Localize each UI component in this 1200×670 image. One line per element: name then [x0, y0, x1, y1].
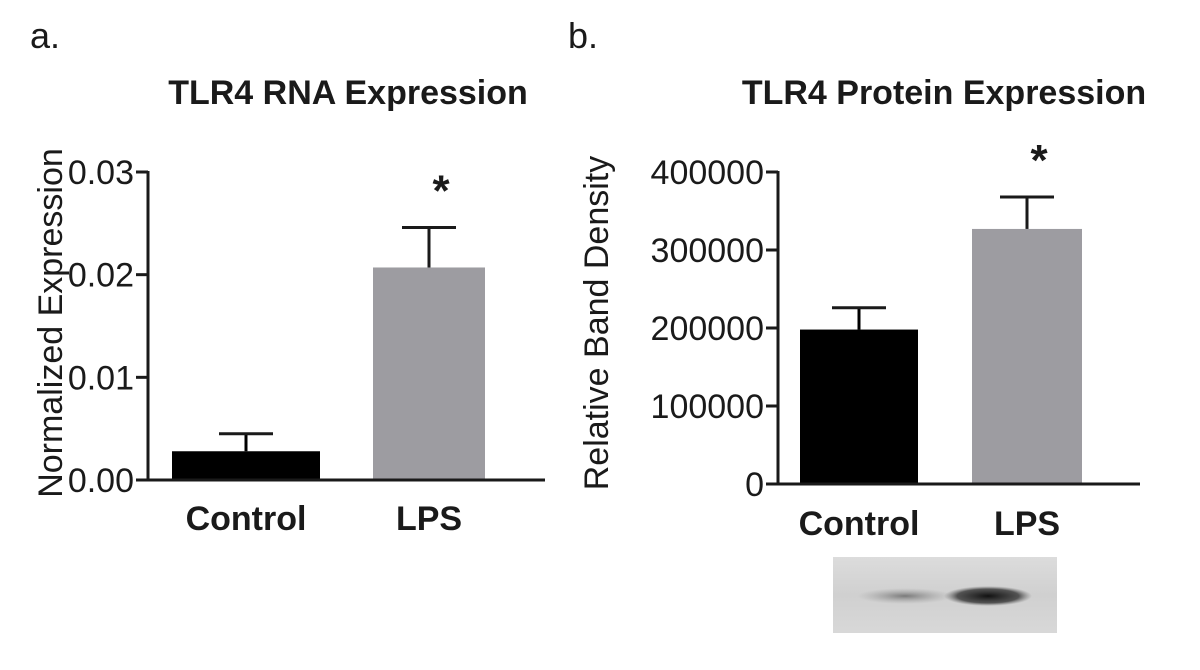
error-bars-rna — [219, 225, 456, 452]
category-label-lps: LPS — [396, 500, 462, 538]
panel-label-b: b. — [568, 15, 598, 56]
x-categories-rna: Control LPS — [186, 500, 462, 538]
bar-lps — [972, 228, 1082, 484]
chart-title-rna: TLR4 RNA Expression — [168, 74, 528, 112]
y-tick-label: 0 — [745, 466, 764, 504]
category-label-control: Control — [799, 505, 920, 543]
bars-rna — [172, 267, 485, 480]
error-bars-protein — [832, 195, 1054, 330]
y-axis-label-protein: Relative Band Density — [578, 156, 616, 491]
significance-marker: * — [1030, 136, 1048, 185]
chart-title-protein: TLR4 Protein Expression — [742, 74, 1146, 112]
bar-control — [172, 451, 320, 480]
panel-label-a: a. — [30, 15, 60, 56]
panel-a-rna-expression: a. TLR4 RNA Expression Normalized Expres… — [30, 15, 545, 538]
y-axis-label-rna: Normalized Expression — [32, 148, 70, 498]
y-ticks-protein: 0 100000 200000 300000 400000 — [651, 154, 778, 504]
y-tick-label: 0.01 — [68, 359, 134, 397]
y-tick-label: 200000 — [651, 310, 764, 348]
panel-b-protein-expression: b. TLR4 Protein Expression Relative Band… — [568, 15, 1146, 543]
bars-protein — [800, 228, 1082, 484]
category-label-control: Control — [186, 500, 307, 538]
y-tick-label: 0.00 — [68, 462, 134, 500]
y-ticks-rna: 0.00 0.01 0.02 0.03 — [68, 154, 148, 500]
significance-protein: * — [1030, 136, 1048, 185]
x-categories-protein: Control LPS — [799, 505, 1060, 543]
y-tick-label: 0.03 — [68, 154, 134, 192]
significance-marker: * — [432, 166, 450, 215]
western-blot-image — [833, 557, 1057, 633]
bar-lps — [373, 267, 485, 480]
y-tick-label: 0.02 — [68, 257, 134, 295]
y-tick-label: 100000 — [651, 388, 764, 426]
y-tick-label: 300000 — [651, 232, 764, 270]
y-tick-label: 400000 — [651, 154, 764, 192]
bar-control — [800, 329, 918, 484]
significance-rna: * — [432, 166, 450, 215]
category-label-lps: LPS — [994, 505, 1060, 543]
